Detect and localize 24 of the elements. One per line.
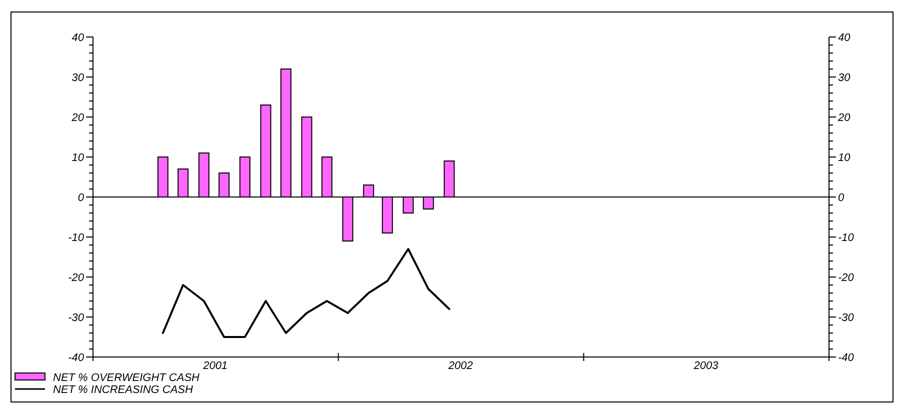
x-tick-label: 2002	[447, 360, 473, 372]
y2-tick-label: 40	[838, 32, 852, 44]
y-tick-label: -30	[68, 312, 85, 324]
y-tick-label: 30	[72, 72, 85, 84]
y2-tick-label: 30	[838, 72, 852, 84]
line-series	[162, 248, 450, 338]
y2-tick-label: -10	[838, 232, 855, 244]
x-tick-label: 2003	[692, 360, 720, 372]
y-tick-label: 10	[72, 152, 85, 164]
y-tick-label: 0	[78, 192, 85, 204]
legend-label: NET % INCREASING CASH	[53, 384, 194, 396]
y-tick-label: 40	[72, 32, 85, 44]
y2-tick-label: -30	[838, 312, 855, 324]
y-tick-label: -10	[68, 232, 85, 244]
x-tick-label: 2001	[202, 360, 228, 372]
y-tick-label: -20	[68, 272, 85, 284]
y2-tick-label: -40	[838, 352, 855, 364]
legend-label: NET % OVERWEIGHT CASH	[53, 372, 200, 384]
y-tick-label: -40	[68, 352, 85, 364]
y2-tick-label: 10	[838, 152, 852, 164]
y2-tick-label: 0	[838, 192, 845, 204]
y-tick-label: 20	[70, 112, 85, 124]
y2-tick-label: -20	[838, 272, 855, 284]
y2-tick-label: 20	[837, 112, 852, 124]
